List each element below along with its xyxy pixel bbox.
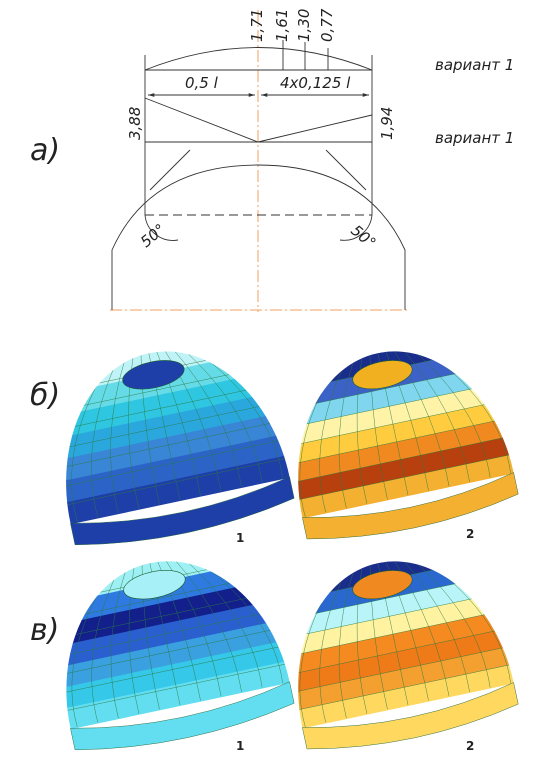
height-label: 1,94 xyxy=(378,107,396,140)
angle-label: 50° xyxy=(137,220,169,251)
shell xyxy=(39,330,296,556)
variant-label: вариант 1 xyxy=(435,129,514,147)
panel-label: в) xyxy=(30,613,59,648)
shell-number: 2 xyxy=(466,527,474,541)
shells xyxy=(39,330,520,761)
dimension-label: 1,61 xyxy=(273,9,291,42)
angle-label: 50° xyxy=(347,221,379,252)
variant-label: вариант 1 xyxy=(435,56,514,74)
shell-number: 1 xyxy=(236,531,244,545)
panel-label: а) xyxy=(30,133,60,168)
shell xyxy=(272,331,520,551)
span-label: 0,5 l xyxy=(185,74,219,92)
panel-a: а) вариант 1 вариант 1 1,71 1,61 1,30 0,… xyxy=(30,8,514,312)
shell xyxy=(272,541,520,761)
figure: а) вариант 1 вариант 1 1,71 1,61 1,30 0,… xyxy=(0,0,538,761)
shell-number: 1 xyxy=(236,739,244,753)
shell-number: 2 xyxy=(466,739,474,753)
panel-label: б) xyxy=(30,378,60,413)
span-label: 4x0,125 l xyxy=(280,74,351,92)
height-label: 3,88 xyxy=(126,107,144,140)
dimension-label: 1,71 xyxy=(248,9,266,42)
dimension-label: 1,30 xyxy=(295,9,313,42)
dimension-label: 0,77 xyxy=(318,8,336,42)
shell xyxy=(40,540,296,761)
